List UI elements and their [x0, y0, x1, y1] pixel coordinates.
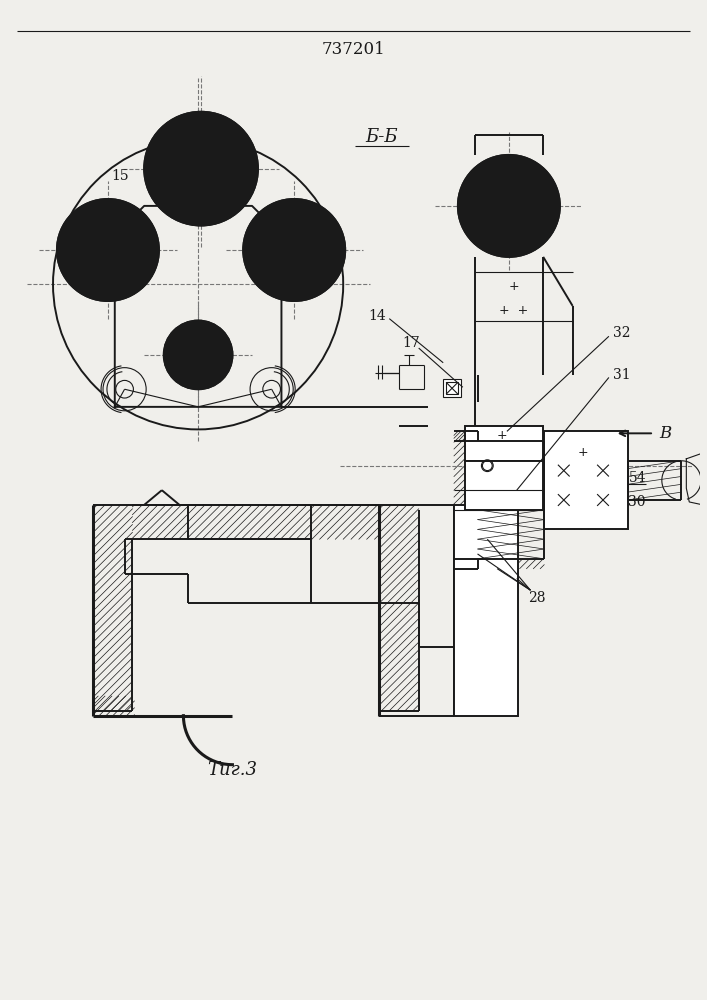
- Bar: [544, 431, 628, 529]
- Text: 17: 17: [402, 336, 420, 350]
- Circle shape: [144, 112, 258, 226]
- Bar: [464, 426, 543, 461]
- Text: B: B: [659, 425, 671, 442]
- Text: 737201: 737201: [321, 41, 385, 58]
- Bar: [446, 382, 458, 394]
- Text: 15: 15: [111, 169, 129, 183]
- Circle shape: [243, 199, 345, 301]
- Text: Τиг.3: Τиг.3: [207, 761, 257, 779]
- Circle shape: [57, 199, 159, 301]
- Text: 31: 31: [613, 368, 631, 382]
- Text: 54: 54: [629, 471, 646, 485]
- Text: 30: 30: [629, 495, 646, 509]
- Bar: [464, 461, 543, 510]
- Text: +: +: [578, 446, 589, 459]
- Circle shape: [164, 321, 233, 389]
- Text: +: +: [497, 429, 508, 442]
- Text: 7: 7: [164, 143, 173, 157]
- Text: Б-Б: Б-Б: [365, 128, 398, 146]
- Bar: [454, 505, 518, 716]
- Text: 32: 32: [613, 326, 631, 340]
- Text: +  +: + +: [499, 304, 528, 317]
- Bar: [443, 379, 461, 397]
- Text: 28: 28: [527, 591, 545, 605]
- Circle shape: [458, 155, 560, 257]
- Text: 14: 14: [368, 309, 387, 323]
- Text: +: +: [508, 280, 519, 293]
